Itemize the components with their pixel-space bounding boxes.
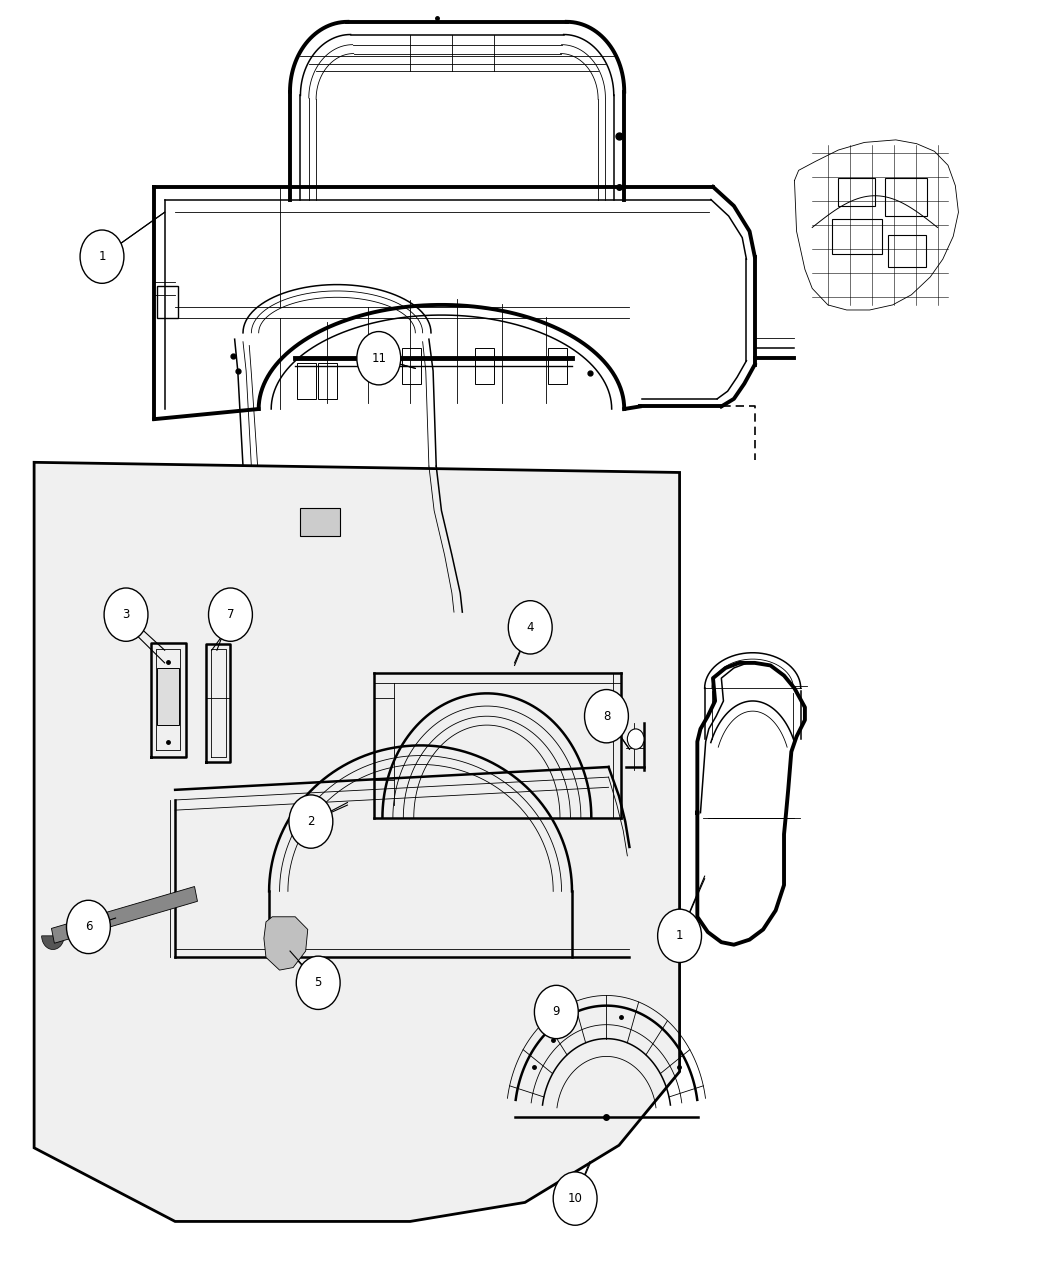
Polygon shape xyxy=(264,917,308,970)
Bar xyxy=(548,348,567,384)
Bar xyxy=(838,179,875,205)
Text: 7: 7 xyxy=(227,608,234,621)
Text: 1: 1 xyxy=(99,250,106,263)
Circle shape xyxy=(209,588,252,641)
Text: 9: 9 xyxy=(552,1006,560,1019)
Text: 8: 8 xyxy=(603,710,610,723)
Text: 6: 6 xyxy=(85,921,92,933)
Bar xyxy=(885,179,927,215)
Circle shape xyxy=(296,956,340,1010)
Bar xyxy=(297,363,316,399)
Bar xyxy=(475,348,494,384)
Circle shape xyxy=(289,794,333,848)
Bar xyxy=(318,363,337,399)
Circle shape xyxy=(585,690,628,743)
Text: 1: 1 xyxy=(676,929,684,942)
Bar xyxy=(888,235,926,266)
Text: 2: 2 xyxy=(308,815,315,827)
Text: 10: 10 xyxy=(568,1192,583,1205)
Bar xyxy=(158,286,179,317)
Circle shape xyxy=(553,1172,597,1225)
Text: 11: 11 xyxy=(372,352,386,365)
Circle shape xyxy=(357,332,401,385)
Polygon shape xyxy=(51,886,197,943)
Circle shape xyxy=(104,588,148,641)
Polygon shape xyxy=(34,463,679,1221)
Circle shape xyxy=(80,230,124,283)
Circle shape xyxy=(657,909,701,963)
Text: 5: 5 xyxy=(315,977,322,989)
Text: 3: 3 xyxy=(123,608,130,621)
Text: 4: 4 xyxy=(526,621,534,634)
Bar xyxy=(832,218,882,254)
Circle shape xyxy=(66,900,110,954)
Circle shape xyxy=(534,986,579,1039)
Circle shape xyxy=(627,729,644,750)
Circle shape xyxy=(508,601,552,654)
Wedge shape xyxy=(42,936,64,950)
Bar xyxy=(158,668,180,725)
Bar xyxy=(402,348,421,384)
Bar xyxy=(300,507,340,536)
